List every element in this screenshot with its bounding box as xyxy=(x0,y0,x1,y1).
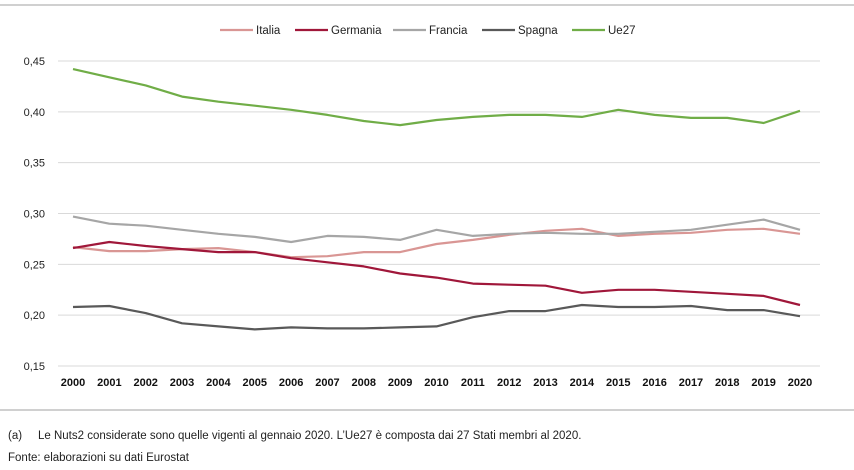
y-tick-label: 0,15 xyxy=(24,361,45,373)
legend-label: Francia xyxy=(429,25,468,37)
legend-label: Spagna xyxy=(518,25,558,37)
x-tick-label: 2010 xyxy=(424,377,448,389)
footnote-text: Le Nuts2 considerate sono quelle vigenti… xyxy=(38,430,582,442)
gridlines xyxy=(58,60,820,367)
x-tick-label: 2005 xyxy=(243,377,267,389)
x-axis: 2000 2001 2002 2003 2004 2005 2006 2007 2008 2009… xyxy=(61,377,812,389)
x-tick-label: 2004 xyxy=(206,377,231,389)
x-tick-label: 2016 xyxy=(642,377,666,389)
legend-item-spagna: Spagna xyxy=(482,25,558,37)
x-tick-label: 2020 xyxy=(788,377,812,389)
series-line-spagna xyxy=(72,303,801,331)
series-line-italia xyxy=(72,227,801,259)
x-tick-label: 2007 xyxy=(315,377,339,389)
y-tick-label: 0,35 xyxy=(24,158,45,170)
legend-item-italia: Italia xyxy=(220,25,281,37)
x-tick-label: 2012 xyxy=(497,377,521,389)
series-line-germania xyxy=(72,240,801,307)
legend-label: Ue27 xyxy=(608,25,636,37)
x-tick-label: 2011 xyxy=(461,377,485,389)
x-tick-label: 2018 xyxy=(715,377,739,389)
series-lines xyxy=(72,68,801,331)
y-tick-label: 0,30 xyxy=(24,209,45,221)
line-chart: 0,150,200,250,300,350,400,45 2000 2001 200… xyxy=(0,4,854,411)
x-tick-label: 2001 xyxy=(97,377,121,389)
x-tick-label: 2019 xyxy=(751,377,775,389)
x-tick-label: 2015 xyxy=(606,377,630,389)
series-line-francia xyxy=(72,215,801,244)
x-tick-label: 2008 xyxy=(352,377,376,389)
y-tick-label: 0,25 xyxy=(24,259,45,271)
x-tick-label: 2006 xyxy=(279,377,303,389)
y-axis: 0,15 0,20 0,25 0,30 0,35 0,40 0,45 xyxy=(24,56,45,373)
x-tick-label: 2013 xyxy=(533,377,557,389)
x-tick-label: 2017 xyxy=(679,377,703,389)
x-tick-label: 2000 xyxy=(61,377,85,389)
x-tick-label: 2003 xyxy=(170,377,194,389)
legend: Italia Germania Francia Spagna Ue27 xyxy=(220,25,636,37)
legend-item-germania: Germania xyxy=(295,25,382,37)
legend-item-ue27: Ue27 xyxy=(572,25,636,37)
y-tick-label: 0,45 xyxy=(24,56,45,68)
series-line-ue27 xyxy=(72,68,801,127)
y-tick-label: 0,40 xyxy=(24,107,45,119)
x-tick-label: 2009 xyxy=(388,377,412,389)
y-tick-label: 0,20 xyxy=(24,310,45,322)
x-tick-label: 2014 xyxy=(570,377,595,389)
legend-item-francia: Francia xyxy=(393,25,468,37)
legend-label: Germania xyxy=(331,25,382,37)
x-tick-label: 2002 xyxy=(133,377,157,389)
source-note: Fonte: elaborazioni su dati Eurostat xyxy=(8,452,189,464)
footnote-label: (a) xyxy=(8,430,23,442)
footnote: (a) Le Nuts2 considerate sono quelle vige… xyxy=(8,430,581,442)
legend-label: Italia xyxy=(256,25,281,37)
